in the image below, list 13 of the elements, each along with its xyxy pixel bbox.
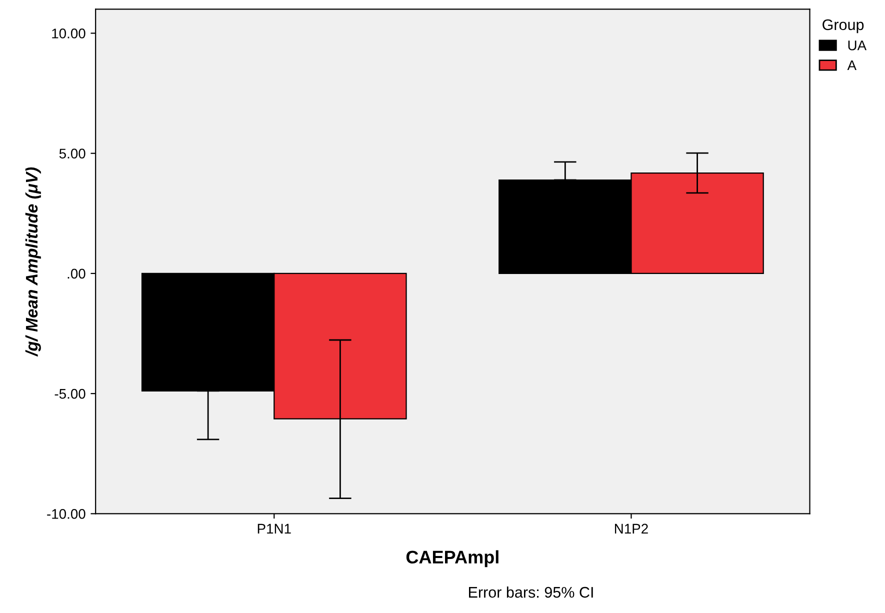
legend-label: UA [848,40,867,50]
y-axis-title: /g/ Mean Amplitude (μV) [25,167,41,357]
y-tick-label: 5.00 [59,148,86,159]
x-axis-title: CAEPAmpl [406,550,498,568]
x-tick-label: P1N1 [258,524,291,534]
y-tick-label: -10.00 [47,509,86,519]
y-tick-label: -5.00 [54,388,86,399]
text: Error bars: 95% CI [469,586,593,598]
y-tick-label: 10.00 [52,28,86,38]
x-tick-label: N1P2 [614,524,648,534]
legend-title: Group [822,19,864,34]
y-tick-label: .00 [68,268,86,279]
legend-label: A [847,60,857,70]
